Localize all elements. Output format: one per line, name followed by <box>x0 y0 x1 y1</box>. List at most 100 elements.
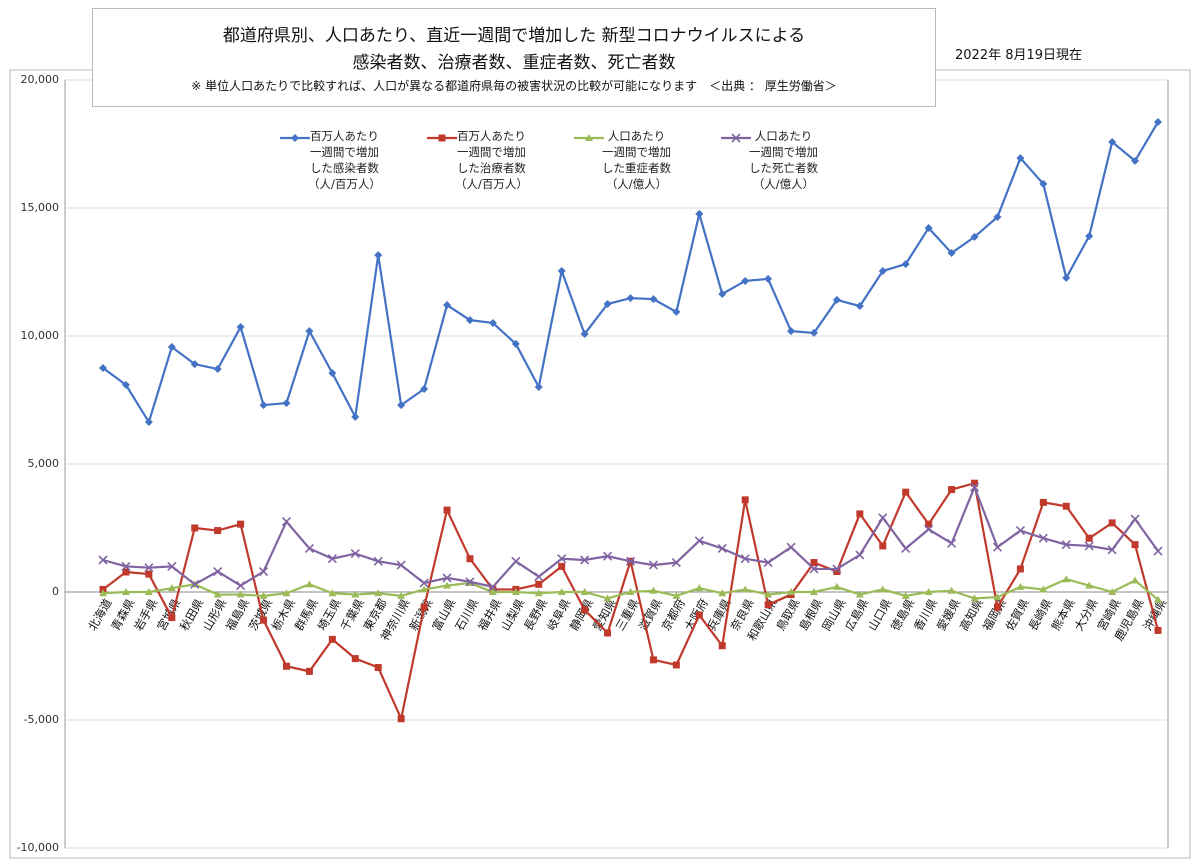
marker <box>1107 545 1117 555</box>
marker <box>879 542 887 550</box>
note: ※ 単位人口あたりで比較すれば、人口が異なる都道府県毎の被害状況の比較が可能にな… <box>191 79 837 93</box>
marker <box>144 563 154 573</box>
marker <box>282 662 290 670</box>
marker <box>1016 565 1024 573</box>
marker <box>717 543 727 554</box>
marker <box>145 570 153 578</box>
marker <box>855 590 864 598</box>
marker <box>787 327 796 336</box>
marker <box>1039 179 1048 188</box>
marker <box>740 554 750 564</box>
marker <box>144 588 153 595</box>
marker <box>901 591 910 599</box>
marker <box>374 589 383 597</box>
marker <box>190 360 199 369</box>
marker <box>948 486 956 494</box>
marker <box>328 635 336 643</box>
y-tick-label: 15,000 <box>21 201 60 214</box>
marker <box>122 568 130 576</box>
marker <box>741 276 750 285</box>
marker <box>443 506 451 514</box>
marker <box>672 591 681 599</box>
marker <box>167 561 177 571</box>
marker <box>374 664 382 672</box>
marker <box>351 412 360 421</box>
marker <box>443 301 452 310</box>
marker <box>397 401 406 410</box>
marker <box>855 302 864 311</box>
marker <box>1108 519 1116 527</box>
marker <box>328 589 337 597</box>
marker <box>260 616 268 624</box>
marker <box>1038 533 1048 543</box>
marker <box>534 589 543 597</box>
marker <box>396 560 406 570</box>
marker <box>534 382 543 391</box>
marker <box>832 582 841 590</box>
marker <box>741 496 749 504</box>
marker <box>924 223 933 232</box>
chart-subtitle: 感染者数、治療者数、重症者数、死亡者数 <box>352 53 676 73</box>
marker <box>438 134 446 142</box>
marker <box>1131 156 1140 165</box>
marker <box>488 582 498 592</box>
marker <box>214 527 222 535</box>
marker <box>672 307 681 316</box>
marker <box>420 585 429 593</box>
marker <box>213 365 222 374</box>
marker <box>351 655 359 663</box>
marker <box>993 212 1002 221</box>
marker <box>993 603 1001 611</box>
marker <box>1130 514 1140 524</box>
marker <box>1015 525 1025 536</box>
marker <box>420 603 428 611</box>
marker <box>695 209 704 218</box>
marker <box>1039 498 1047 506</box>
marker <box>327 554 337 564</box>
marker <box>259 401 268 410</box>
marker <box>604 629 612 637</box>
marker <box>971 479 979 487</box>
marker <box>603 594 612 602</box>
marker <box>305 667 313 675</box>
marker <box>1085 534 1093 542</box>
marker <box>1154 595 1162 603</box>
marker <box>718 642 726 650</box>
title-box: 都道府県別、人口あたり、直近一週間で増加した 新型コロナウイルスによる 感染者数… <box>92 8 936 107</box>
marker <box>121 561 131 571</box>
marker <box>511 556 521 566</box>
marker <box>236 590 245 598</box>
legend-label: 百万人あたり 一週間で増加 した感染者数 （人/百万人） <box>308 129 381 191</box>
marker <box>969 482 980 492</box>
marker <box>764 601 772 609</box>
marker <box>397 715 405 723</box>
marker <box>947 249 956 258</box>
marker <box>878 266 887 275</box>
marker <box>731 133 741 143</box>
marker <box>557 554 567 564</box>
marker <box>190 579 200 589</box>
marker <box>557 588 566 595</box>
marker <box>809 564 819 574</box>
marker <box>121 588 130 595</box>
marker <box>626 294 635 303</box>
marker <box>534 572 544 582</box>
marker <box>970 594 979 602</box>
marker <box>810 559 818 567</box>
marker <box>511 588 520 595</box>
marker <box>191 524 199 532</box>
marker <box>924 588 933 595</box>
marker <box>764 274 773 283</box>
marker <box>557 266 566 275</box>
marker <box>695 584 704 592</box>
marker <box>947 586 956 594</box>
marker <box>970 232 979 241</box>
marker <box>832 295 841 304</box>
marker <box>585 134 593 141</box>
marker <box>98 555 108 565</box>
marker <box>1016 154 1025 163</box>
marker <box>373 556 383 566</box>
marker <box>374 251 383 260</box>
